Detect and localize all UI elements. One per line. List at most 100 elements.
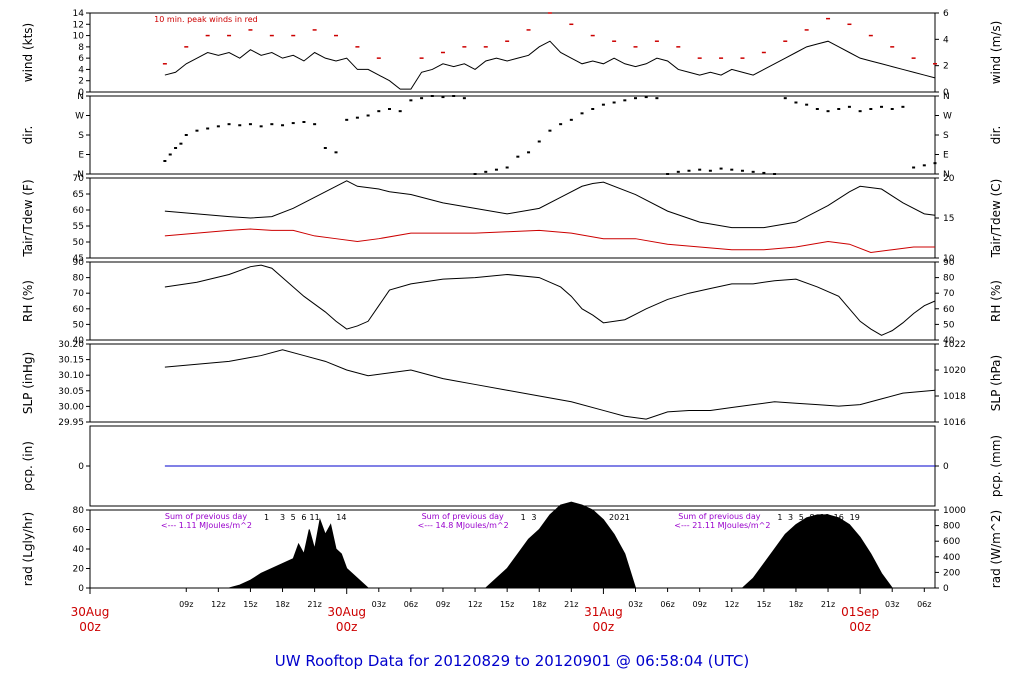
dir-point — [676, 170, 680, 173]
y-tick-label-right: 200 — [943, 568, 960, 578]
dir-point — [719, 167, 723, 170]
x-tick-label: 03z — [628, 600, 642, 609]
x-tick-label: 09z — [436, 600, 450, 609]
dir-point — [398, 110, 402, 113]
x-day-time: 00z — [849, 620, 871, 634]
y-tick-label-right: 4 — [943, 35, 949, 45]
panel-frame — [89, 12, 936, 93]
y-tick-label-right: 1000 — [943, 506, 966, 516]
dir-point — [826, 110, 830, 113]
dir-point — [516, 155, 520, 158]
y-tick-label-left: 0 — [78, 462, 84, 472]
rad-note-line2: <--- 21.11 MJoules/m^2 — [674, 521, 770, 530]
y-tick-label-left: 0 — [78, 88, 84, 98]
dir-point — [281, 124, 285, 127]
rad-hour-label: 3 — [788, 513, 793, 522]
dir-point — [206, 127, 210, 130]
rad-hour-label: 6 — [301, 513, 306, 522]
x-tick-label: 18z — [789, 600, 803, 609]
x-day-time: 00z — [79, 620, 101, 634]
dir-point — [462, 97, 466, 100]
dir-point — [291, 122, 295, 125]
dir-point — [355, 116, 359, 119]
y-tick-label-right: 1020 — [943, 366, 966, 376]
dir-point — [484, 170, 488, 173]
dir-point — [548, 129, 552, 132]
y-tick-label-left: 65 — [73, 190, 84, 200]
y-tick-label-left: 10 — [73, 32, 85, 42]
dir-point — [174, 147, 178, 149]
y-tick-label-left: 80 — [73, 274, 85, 284]
x-tick-label: 21z — [307, 600, 321, 609]
x-tick-label: 12z — [468, 600, 482, 609]
dir-point — [858, 110, 862, 113]
dir-point — [773, 173, 777, 175]
y-tick-label-right: S — [943, 131, 949, 141]
dir-point — [698, 168, 702, 171]
dir-point — [783, 97, 787, 100]
y-tick-label-right: 70 — [943, 289, 955, 299]
rad-hour-label: 1 — [777, 513, 782, 522]
dir-point — [901, 105, 905, 108]
y-tick-label-left: E — [78, 151, 84, 161]
y-tick-label-right: 60 — [943, 305, 955, 315]
y-axis-label-right: pcp. (mm) — [989, 435, 1003, 497]
dir-point — [270, 123, 274, 126]
dir-point — [409, 99, 413, 102]
y-tick-label-left: 60 — [73, 305, 85, 315]
x-tick-label: 06z — [660, 600, 674, 609]
y-tick-label-left: 6 — [78, 54, 84, 64]
y-tick-label-left: 45 — [73, 254, 84, 264]
panel-frame — [89, 261, 936, 341]
rad-note-line1: Sum of previous day — [422, 512, 504, 521]
dir-point — [569, 118, 573, 121]
wind-annotation: 10 min. peak winds in red — [154, 15, 258, 24]
y-tick-label-right: 40 — [943, 336, 955, 346]
x-tick-label: 03z — [885, 600, 899, 609]
y-tick-label-right: 20 — [943, 174, 955, 184]
x-day-date: 30Aug — [327, 605, 366, 619]
dir-point — [430, 95, 434, 97]
rad-hour-label: 1 — [521, 513, 526, 522]
dir-point — [666, 173, 670, 175]
dir-point — [179, 142, 183, 145]
x-tick-label: 12z — [211, 600, 225, 609]
y-tick-label-right: N — [943, 170, 950, 180]
chart-title: UW Rooftop Data for 20120829 to 20120901… — [275, 652, 749, 670]
rad-note-line1: Sum of previous day — [165, 512, 247, 521]
dir-point — [601, 103, 605, 106]
x-tick-label: 12z — [725, 600, 739, 609]
y-tick-label-right: 1022 — [943, 340, 966, 350]
x-tick-label: 15z — [757, 600, 771, 609]
y-tick-label-left: 30.05 — [58, 387, 84, 397]
dir-point — [655, 97, 659, 100]
y-tick-label-left: N — [77, 170, 84, 180]
dir-point — [634, 97, 638, 100]
rad-hour-label: 1 — [264, 513, 269, 522]
dir-point — [869, 108, 873, 110]
dir-point — [612, 101, 616, 104]
x-tick-label: 09z — [692, 600, 706, 609]
y-tick-label-left: 50 — [73, 238, 85, 248]
dir-point — [880, 105, 884, 108]
dir-point — [922, 164, 926, 167]
dir-point — [708, 169, 712, 172]
y-axis-label-left: pcp. (in) — [21, 441, 35, 491]
y-tick-label-left: 80 — [73, 506, 85, 516]
series-tdew — [164, 228, 935, 253]
dir-point — [227, 123, 231, 126]
y-tick-label-right: E — [943, 151, 949, 161]
dir-point — [494, 168, 498, 171]
rad-hour-label: 16 — [588, 513, 598, 522]
rad-hour-label: 12 — [820, 513, 830, 522]
y-axis-label-left: SLP (inHg) — [21, 352, 35, 414]
series-rh — [164, 264, 936, 336]
rad-hour-label: 14 — [336, 513, 346, 522]
x-tick-label: 21z — [564, 600, 578, 609]
dir-point — [912, 166, 916, 169]
y-axis-label-left: dir. — [21, 126, 35, 145]
dir-point — [452, 95, 456, 97]
y-tick-label-right: 90 — [943, 258, 955, 268]
